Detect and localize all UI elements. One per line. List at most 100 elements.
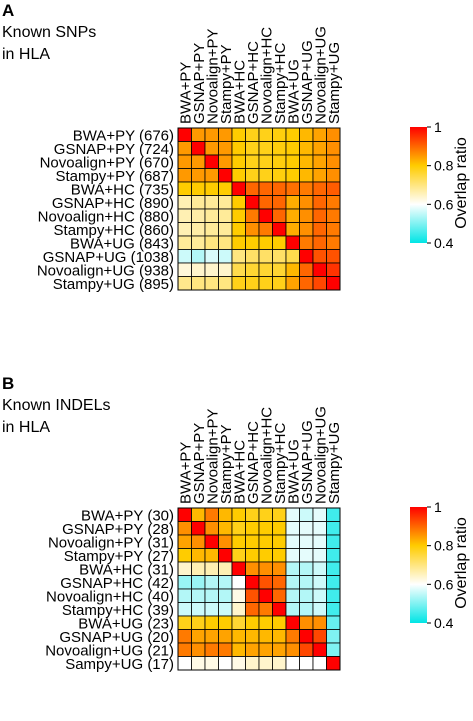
heatmap-cell bbox=[231, 127, 246, 142]
heatmap-cell bbox=[245, 262, 260, 277]
heatmap-cell bbox=[326, 602, 341, 617]
heatmap-cell bbox=[204, 141, 219, 156]
heatmap-cell bbox=[231, 656, 246, 671]
panel-b-heatmap-cells bbox=[177, 507, 341, 671]
heatmap-cell bbox=[204, 276, 219, 291]
heatmap-cell bbox=[218, 507, 233, 522]
colorbar-tick-label: 0.8 bbox=[434, 538, 454, 554]
heatmap-cell bbox=[191, 561, 206, 576]
heatmap-cell bbox=[204, 548, 219, 563]
heatmap-cell bbox=[258, 195, 273, 210]
row-label: BWA+UG (843) bbox=[70, 235, 174, 252]
heatmap-cell bbox=[272, 521, 287, 536]
column-label: Stampy+HC bbox=[272, 423, 289, 504]
heatmap-cell bbox=[258, 656, 273, 671]
heatmap-cell bbox=[258, 588, 273, 603]
heatmap-cell bbox=[312, 548, 327, 563]
row-label: BWA+PY (30) bbox=[81, 507, 174, 524]
panel-a-title-line-2: in HLA bbox=[2, 46, 50, 63]
colorbar-label: Overlap ratio bbox=[453, 137, 470, 229]
heatmap-cell bbox=[299, 642, 314, 657]
heatmap-cell bbox=[299, 521, 314, 536]
heatmap-cell bbox=[231, 588, 246, 603]
heatmap-cell bbox=[204, 249, 219, 264]
heatmap-cell bbox=[218, 154, 233, 169]
heatmap-cell bbox=[312, 235, 327, 250]
heatmap-cell bbox=[258, 208, 273, 223]
heatmap-cell bbox=[258, 181, 273, 196]
heatmap-cell bbox=[258, 141, 273, 156]
heatmap-cell bbox=[326, 222, 341, 237]
heatmap-cell bbox=[191, 534, 206, 549]
heatmap-cell bbox=[299, 154, 314, 169]
heatmap-cell bbox=[299, 276, 314, 291]
heatmap-cell bbox=[245, 168, 260, 183]
heatmap-cell bbox=[326, 534, 341, 549]
column-label: Stampy+PY bbox=[218, 424, 235, 504]
heatmap-cell bbox=[285, 588, 300, 603]
panel-b-title-line-2: in HLA bbox=[2, 419, 50, 436]
heatmap-cell bbox=[191, 642, 206, 657]
heatmap-cell bbox=[285, 534, 300, 549]
heatmap-cell bbox=[312, 561, 327, 576]
heatmap-cell bbox=[218, 141, 233, 156]
heatmap-cell bbox=[191, 521, 206, 536]
panel-a-row-labels: BWA+PY (676)GSNAP+PY (724)Novoalign+PY (… bbox=[37, 127, 174, 293]
heatmap-cell bbox=[312, 642, 327, 657]
heatmap-cell bbox=[231, 208, 246, 223]
heatmap-cell bbox=[218, 521, 233, 536]
colorbar-tick-label: 0.8 bbox=[434, 158, 454, 174]
heatmap-cell bbox=[204, 588, 219, 603]
heatmap-cell bbox=[258, 534, 273, 549]
heatmap-cell bbox=[231, 195, 246, 210]
heatmap-cell bbox=[312, 656, 327, 671]
heatmap-cell bbox=[299, 561, 314, 576]
heatmap-cell bbox=[285, 548, 300, 563]
column-label: GSNAP+UG bbox=[299, 40, 316, 124]
heatmap-cell bbox=[312, 534, 327, 549]
heatmap-cell bbox=[218, 235, 233, 250]
column-label: GSNAP+PY bbox=[191, 423, 208, 504]
heatmap-cell bbox=[312, 629, 327, 644]
heatmap-cell bbox=[177, 262, 192, 277]
column-label: Stampy+UG bbox=[326, 422, 343, 504]
heatmap-cell bbox=[299, 235, 314, 250]
row-label: Novoalign+PY (670) bbox=[40, 154, 174, 171]
heatmap-cell bbox=[272, 141, 287, 156]
heatmap-cell bbox=[326, 181, 341, 196]
column-label: Novoalign+PY bbox=[204, 29, 221, 124]
heatmap-cell bbox=[326, 615, 341, 630]
heatmap-cell bbox=[245, 208, 260, 223]
heatmap-cell bbox=[326, 168, 341, 183]
column-label: BWA+PY bbox=[177, 62, 194, 124]
heatmap-cell bbox=[177, 656, 192, 671]
colorbar-tick-label: 0.6 bbox=[434, 576, 454, 592]
heatmap-cell bbox=[299, 629, 314, 644]
row-label: BWA+UG (23) bbox=[78, 615, 174, 632]
heatmap-cell bbox=[204, 575, 219, 590]
row-label: Stampy+HC (39) bbox=[62, 602, 174, 619]
column-label: Stampy+HC bbox=[272, 43, 289, 124]
colorbar-gradient bbox=[410, 127, 427, 243]
heatmap-cell bbox=[326, 276, 341, 291]
heatmap-cell bbox=[218, 208, 233, 223]
heatmap-cell bbox=[285, 276, 300, 291]
panel-b: B Known INDELs in HLA BWA+PYGSNAP+PYNovo… bbox=[2, 374, 470, 673]
heatmap-cell bbox=[312, 602, 327, 617]
panel-b-colorbar: 1 0.8 0.6 0.4 Overlap ratio bbox=[410, 499, 470, 631]
heatmap-cell bbox=[231, 534, 246, 549]
panel-a-letter: A bbox=[2, 1, 14, 20]
row-label: Novoalign+PY (31) bbox=[48, 534, 174, 551]
column-label: GSNAP+PY bbox=[191, 43, 208, 124]
heatmap-cell bbox=[326, 575, 341, 590]
heatmap-cell bbox=[245, 629, 260, 644]
heatmap-cell bbox=[312, 168, 327, 183]
heatmap-cell bbox=[231, 561, 246, 576]
heatmap-cell bbox=[191, 588, 206, 603]
heatmap-cell bbox=[299, 181, 314, 196]
heatmap-cell bbox=[299, 656, 314, 671]
heatmap-cell bbox=[312, 208, 327, 223]
panel-a-colorbar: 1 0.8 0.6 0.4 Overlap ratio bbox=[410, 119, 470, 251]
row-label: Stampy+PY (687) bbox=[55, 168, 174, 185]
heatmap-cell bbox=[177, 195, 192, 210]
